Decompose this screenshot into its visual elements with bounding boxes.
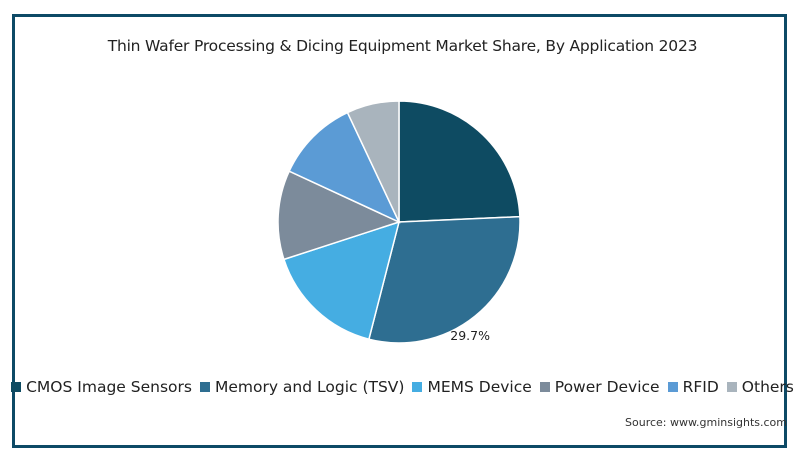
chart-title: Thin Wafer Processing & Dicing Equipment… — [107, 37, 698, 55]
legend-label: Others — [741, 378, 794, 396]
legend-label: MEMS Device — [427, 378, 532, 396]
pie-slice-mems-device — [282, 220, 401, 341]
legend-item-power-device: Power Device — [539, 378, 660, 396]
pie-slice-memory-and-logic-tsv — [367, 215, 521, 344]
legend-label: Memory and Logic (TSV) — [214, 378, 405, 396]
legend-item-memory-and-logic-tsv: Memory and Logic (TSV) — [199, 378, 405, 396]
legend-item-cmos-image-sensors: CMOS Image Sensors — [11, 378, 192, 396]
legend-label: RFID — [682, 378, 719, 396]
chart-legend: CMOS Image Sensors Memory and Logic (TSV)… — [0, 378, 805, 396]
legend-swatch — [539, 382, 550, 392]
pie-slice-rfid — [288, 111, 401, 224]
pie-slice-others — [346, 100, 400, 223]
legend-item-rfid: RFID — [667, 378, 719, 396]
legend-swatch — [726, 382, 737, 392]
legend-swatch — [412, 382, 423, 392]
legend-label: Power Device — [554, 378, 660, 396]
source-note: Source: www.gminsights.com — [625, 416, 787, 429]
legend-label: CMOS Image Sensors — [26, 378, 192, 396]
legend-item-others: Others — [726, 378, 794, 396]
legend-swatch — [199, 382, 210, 392]
legend-swatch — [11, 382, 22, 392]
data-label-memory-and-logic-tsv: 29.7% — [450, 328, 490, 343]
pie-slice-cmos-image-sensors — [398, 100, 521, 223]
legend-item-mems-device: MEMS Device — [412, 378, 532, 396]
legend-swatch — [667, 382, 678, 392]
pie-slice-power-device — [277, 170, 402, 261]
